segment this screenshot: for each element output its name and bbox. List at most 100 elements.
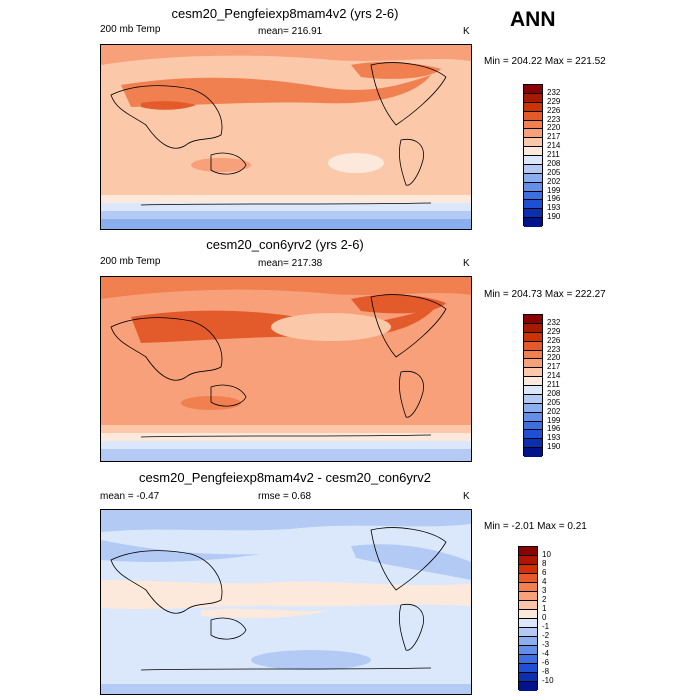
colorbar-swatch — [524, 93, 542, 103]
colorbar-tick-label: 199 — [547, 185, 561, 195]
panel-1-map — [100, 44, 472, 230]
colorbar-swatch — [524, 173, 542, 183]
colorbar-swatch — [524, 138, 542, 148]
colorbar-swatch — [519, 610, 537, 619]
colorbar-tick-label: 6 — [542, 568, 547, 577]
colorbar-tick-label: 217 — [547, 362, 561, 372]
colorbar-tick-label: 220 — [547, 123, 561, 133]
colorbar-swatch — [524, 332, 542, 342]
panel-2-title: cesm20_con6yrv2 (yrs 2-6) — [206, 237, 364, 252]
colorbar-swatch — [519, 673, 537, 682]
panel-3-units-label: K — [463, 491, 470, 502]
colorbar-swatch — [524, 394, 542, 404]
colorbar-tick-label: 196 — [547, 424, 561, 434]
colorbar-swatch — [524, 111, 542, 121]
panel-2-colorbar-swatches — [523, 314, 543, 457]
colorbar-swatch — [524, 191, 542, 201]
colorbar-tick-label: 193 — [547, 203, 561, 213]
colorbar-swatch — [519, 547, 537, 556]
colorbar-tick-label: -10 — [542, 676, 554, 685]
colorbar-swatch — [519, 592, 537, 601]
colorbar-swatch — [519, 682, 537, 691]
colorbar-tick-label: 202 — [547, 176, 561, 186]
colorbar-swatch — [524, 129, 542, 139]
panel-1-mean-label: mean= 216.91 — [258, 26, 323, 37]
colorbar-tick-label: 232 — [547, 87, 561, 97]
colorbar-swatch — [524, 156, 542, 165]
colorbar-swatch — [519, 628, 537, 637]
panel-3-map — [100, 509, 472, 695]
colorbar-swatch — [524, 430, 542, 440]
colorbar-swatch — [519, 637, 537, 646]
colorbar-swatch — [524, 164, 542, 174]
colorbar-tick-label: 190 — [547, 212, 561, 222]
panel-3-colorbar-swatches — [518, 546, 538, 691]
colorbar-tick-label: 223 — [547, 114, 561, 124]
colorbar-tick-label: 208 — [547, 388, 561, 398]
colorbar-swatch — [519, 664, 537, 673]
colorbar-tick-label: 208 — [547, 158, 561, 168]
panel-3-rmse-label: rmse = 0.68 — [258, 491, 312, 502]
colorbar-tick-label: 229 — [547, 326, 561, 336]
colorbar-tick-label: -6 — [542, 658, 550, 667]
colorbar-tick-label: -3 — [542, 640, 550, 649]
panel-2-field-label: 200 mb Temp — [100, 256, 161, 267]
colorbar-tick-label: 223 — [547, 344, 561, 354]
colorbar-tick-label: 0 — [542, 613, 547, 622]
panel-2-minmax-label: Min = 204.73 Max = 222.27 — [484, 289, 606, 300]
colorbar-swatch — [524, 403, 542, 413]
colorbar-swatch — [519, 646, 537, 655]
colorbar-tick-label: 226 — [547, 335, 561, 345]
colorbar-tick-label: -8 — [542, 667, 550, 676]
colorbar-tick-label: 193 — [547, 433, 561, 443]
colorbar-tick-label: -4 — [542, 649, 550, 658]
colorbar-tick-label: 217 — [547, 132, 561, 142]
colorbar-tick-label: 202 — [547, 406, 561, 416]
panel-2-map — [100, 276, 472, 462]
colorbar-swatch — [524, 147, 542, 156]
colorbar-swatch — [524, 368, 542, 378]
colorbar-swatch — [524, 102, 542, 112]
colorbar-swatch — [524, 200, 542, 210]
colorbar-tick-label: 205 — [547, 397, 561, 407]
colorbar-swatch — [524, 323, 542, 333]
season-label: ANN — [510, 8, 556, 31]
colorbar-tick-label: -2 — [542, 631, 550, 640]
colorbar-tick-label: 211 — [547, 150, 560, 159]
colorbar-tick-label: 214 — [547, 371, 561, 381]
colorbar-swatch — [519, 601, 537, 610]
colorbar-tick-label: 8 — [542, 559, 547, 568]
colorbar-swatch — [519, 565, 537, 574]
colorbar-tick-label: 2 — [542, 595, 547, 604]
colorbar-tick-label: 229 — [547, 96, 561, 106]
panel-1-field-label: 200 mb Temp — [100, 24, 161, 35]
colorbar-swatch — [524, 209, 542, 219]
colorbar-swatch — [524, 421, 542, 431]
colorbar-tick-label: 4 — [542, 577, 547, 586]
colorbar-swatch — [519, 583, 537, 592]
colorbar-tick-label: 190 — [547, 442, 561, 452]
panel-1-units-label: K — [463, 26, 470, 37]
colorbar-swatch — [519, 655, 537, 664]
colorbar-swatch — [524, 218, 542, 227]
colorbar-tick-label: 10 — [542, 550, 551, 559]
colorbar-swatch — [524, 182, 542, 192]
colorbar-tick-label: 214 — [547, 141, 561, 151]
colorbar-tick-label: 196 — [547, 194, 561, 204]
colorbar-swatch — [519, 574, 537, 583]
panel-3-title: cesm20_Pengfeiexp8mam4v2 - cesm20_con6yr… — [139, 470, 431, 485]
colorbar-swatch — [524, 120, 542, 130]
colorbar-swatch — [524, 350, 542, 360]
panel-1-colorbar-swatches — [523, 84, 543, 227]
colorbar-tick-label: 220 — [547, 353, 561, 363]
colorbar-swatch — [524, 315, 542, 324]
colorbar-swatch — [524, 341, 542, 351]
colorbar-swatch — [524, 377, 542, 386]
panel-3-minmax-label: Min = -2.01 Max = 0.21 — [484, 521, 587, 532]
colorbar-swatch — [524, 412, 542, 422]
colorbar-tick-label: 226 — [547, 105, 561, 115]
panel-2-units-label: K — [463, 258, 470, 269]
colorbar-tick-label: 199 — [547, 415, 561, 425]
colorbar-swatch — [524, 439, 542, 449]
panel-2-mean-label: mean= 217.38 — [258, 258, 323, 269]
